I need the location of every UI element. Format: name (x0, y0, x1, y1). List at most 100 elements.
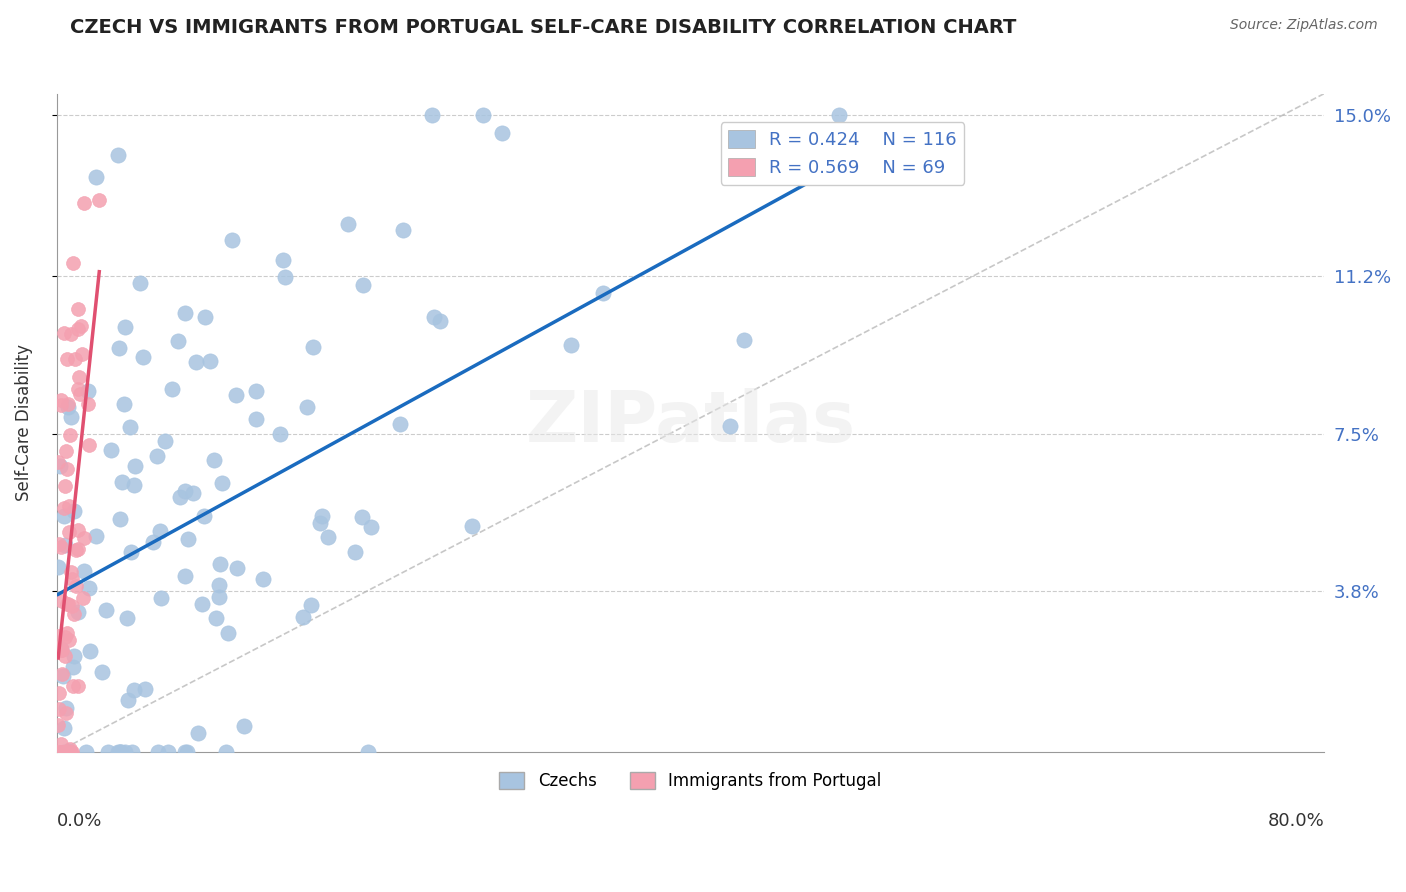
Point (134, 682, 156, 697)
Point (107, 147, 129, 161)
Point (117, 692, 139, 706)
Point (53, 501, 76, 516)
Point (67, 301, 90, 316)
Point (62, 256, 84, 270)
Point (46, 718, 69, 732)
Point (66, 679, 89, 693)
Point (174, 483, 197, 498)
Point (60, 572, 83, 586)
Point (48, 685, 70, 699)
Point (60, 745, 83, 759)
Point (173, 305, 195, 319)
Point (52, 669, 75, 683)
Point (350, 509, 373, 524)
Point (114, 320, 136, 334)
Point (204, 611, 226, 625)
Point (46, 640, 69, 655)
Text: CZECH VS IMMIGRANTS FROM PORTUGAL SELF-CARE DISABILITY CORRELATION CHART: CZECH VS IMMIGRANTS FROM PORTUGAL SELF-C… (70, 18, 1017, 37)
Point (828, 108, 851, 122)
Point (52, 745, 75, 759)
Point (77, 437, 100, 451)
Point (79, 644, 101, 658)
Point (114, 745, 136, 759)
Point (77, 581, 100, 595)
Point (59, 741, 82, 756)
Legend: Czechs, Immigrants from Portugal: Czechs, Immigrants from Portugal (492, 765, 889, 797)
Point (58, 400, 80, 414)
Point (245, 384, 267, 398)
Point (46, 560, 69, 574)
Point (360, 520, 382, 534)
Point (132, 350, 155, 364)
Point (560, 338, 582, 352)
Point (62, 679, 84, 693)
Point (271, 252, 294, 267)
Point (53, 538, 76, 552)
Point (55, 700, 77, 714)
Text: 80.0%: 80.0% (1267, 812, 1324, 830)
Point (51, 641, 73, 656)
Point (58, 525, 80, 540)
Point (273, 269, 295, 284)
Text: ZIPatlas: ZIPatlas (526, 389, 855, 458)
Point (122, 682, 145, 697)
Point (59, 745, 82, 759)
Point (48, 701, 70, 715)
Point (122, 477, 145, 491)
Point (225, 388, 247, 402)
Point (733, 334, 755, 348)
Point (392, 223, 415, 237)
Point (56, 351, 79, 366)
Point (208, 590, 231, 604)
Point (48, 641, 70, 656)
Point (51, 594, 73, 608)
Point (100, 443, 122, 458)
Point (110, 512, 132, 526)
Text: 0.0%: 0.0% (56, 812, 103, 830)
Point (62, 659, 84, 673)
Point (156, 745, 179, 759)
Point (357, 745, 380, 759)
Point (58, 597, 80, 611)
Point (169, 491, 191, 505)
Point (352, 277, 374, 292)
Point (56, 462, 79, 476)
Point (202, 453, 225, 467)
Point (115, 611, 138, 625)
Point (208, 577, 231, 591)
Point (110, 745, 132, 759)
Point (592, 286, 614, 301)
Point (65, 543, 87, 558)
Point (211, 475, 233, 490)
Point (73, 531, 96, 545)
Point (167, 334, 190, 348)
Point (59, 327, 82, 342)
Point (302, 339, 325, 353)
Point (59, 428, 82, 442)
Point (94, 602, 117, 616)
Point (51, 642, 73, 657)
Point (48, 629, 70, 643)
Point (269, 426, 291, 441)
Point (51, 667, 73, 681)
Point (70, 347, 93, 361)
Point (52, 745, 75, 759)
Point (76, 384, 98, 399)
Point (53, 630, 76, 644)
Point (89, 193, 111, 207)
Point (63, 352, 86, 367)
Point (149, 524, 172, 538)
Point (173, 745, 195, 759)
Point (221, 233, 243, 247)
Point (108, 745, 131, 759)
Text: Source: ZipAtlas.com: Source: ZipAtlas.com (1230, 18, 1378, 32)
Point (108, 341, 131, 355)
Point (718, 419, 741, 434)
Point (110, 745, 132, 759)
Point (214, 745, 236, 759)
Point (184, 355, 207, 369)
Point (72, 591, 94, 605)
Point (160, 382, 183, 396)
Point (73, 196, 96, 211)
Point (58, 633, 80, 648)
